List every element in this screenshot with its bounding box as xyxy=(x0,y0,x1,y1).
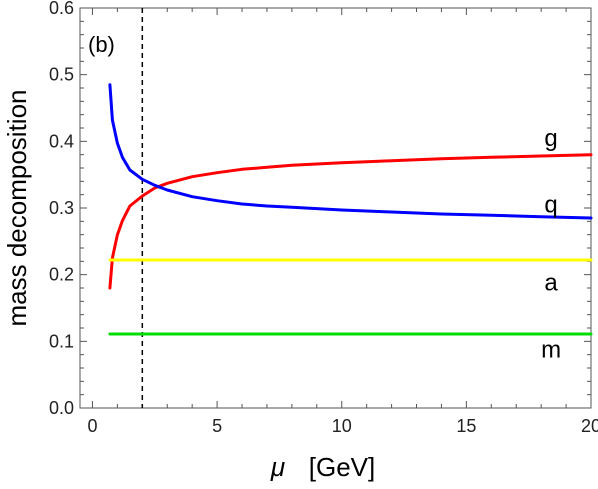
series-label-layer: g q a m xyxy=(541,125,561,363)
x-tick-label: 15 xyxy=(456,416,476,436)
series-label-a: a xyxy=(544,270,558,297)
panel-label: (b) xyxy=(88,32,115,57)
x-tick-label: 5 xyxy=(212,416,222,436)
axis-ticks xyxy=(80,7,592,409)
y-tick-label: 0.5 xyxy=(49,65,74,85)
x-tick-label: 20 xyxy=(581,416,598,436)
tick-labels: 0 5 10 15 20 0.0 0.1 0.2 0.3 0.4 0.5 0.6 xyxy=(49,0,598,436)
plot-frame xyxy=(79,7,592,409)
y-tick-label: 0.0 xyxy=(49,398,74,418)
series-label-g: g xyxy=(544,125,557,152)
x-axis-unit: [GeV] xyxy=(309,452,375,482)
series-layer xyxy=(108,83,593,336)
series-label-q: q xyxy=(544,192,557,219)
series-line-q xyxy=(108,83,593,220)
y-axis-title: mass decomposition xyxy=(2,90,32,327)
x-tick-label: 10 xyxy=(332,416,352,436)
y-tick-label: 0.1 xyxy=(49,331,74,351)
y-tick-label: 0.2 xyxy=(49,265,74,285)
series-label-m: m xyxy=(541,336,561,363)
series-line-g xyxy=(108,153,593,290)
x-tick-label: 0 xyxy=(87,416,97,436)
y-tick-label: 0.4 xyxy=(49,131,74,151)
y-tick-label: 0.6 xyxy=(49,0,74,18)
x-axis-title: μ xyxy=(270,452,285,482)
y-tick-label: 0.3 xyxy=(49,198,74,218)
